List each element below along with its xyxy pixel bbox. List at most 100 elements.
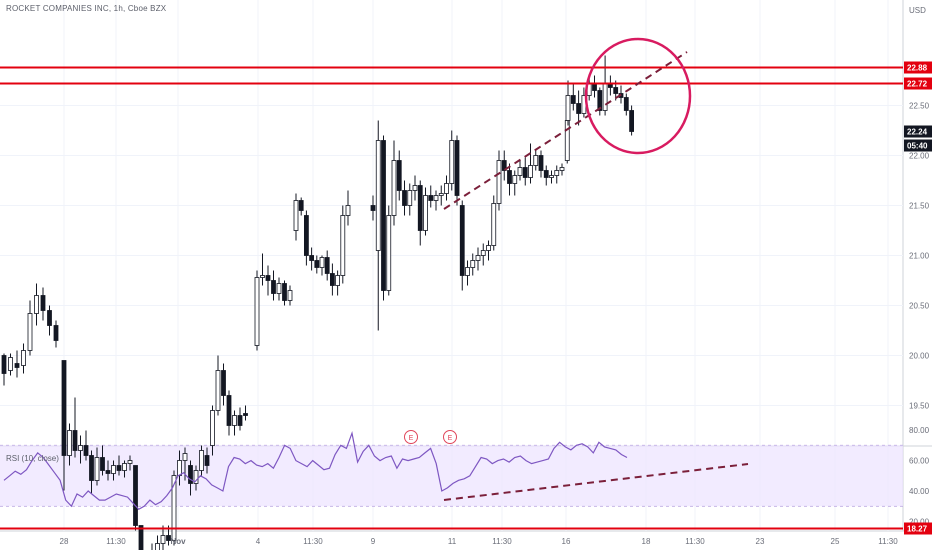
candle <box>105 460 111 481</box>
earnings-marker-circle <box>404 430 418 444</box>
earnings-marker: E <box>404 430 418 444</box>
candle <box>111 460 116 481</box>
candle-body-up <box>182 453 188 461</box>
candle <box>522 157 528 186</box>
candle <box>480 243 486 266</box>
price-tag-box <box>904 77 932 90</box>
candle-body-up <box>475 255 481 261</box>
candle-body-up <box>407 190 413 206</box>
candle-body-down <box>226 395 232 426</box>
candle-body-down <box>72 430 78 451</box>
candle-body-down <box>1 355 7 374</box>
candle-body-down <box>14 363 20 368</box>
candle-body-up <box>78 445 83 451</box>
candle <box>155 535 160 550</box>
rsi-pane <box>3 430 628 511</box>
candle-body-down <box>629 110 634 132</box>
price-tag-label: 05:40 <box>907 142 928 151</box>
annotations[interactable] <box>443 37 749 501</box>
candle-body-up <box>232 415 237 426</box>
price-tag: 18.27 <box>904 522 932 535</box>
candle <box>309 247 315 271</box>
candle <box>160 525 166 550</box>
candle-body-up <box>564 120 570 161</box>
candle-body-up <box>160 535 166 544</box>
time-tick-label: 11:30 <box>106 537 126 546</box>
candle <box>412 175 418 201</box>
candle-body-up <box>486 245 491 251</box>
candle-body-up <box>533 155 539 166</box>
candle <box>329 263 335 296</box>
candle-body-up <box>171 475 177 541</box>
price-tick-label: 19.50 <box>909 402 930 411</box>
candle-body-up <box>276 283 282 294</box>
candle <box>1 353 7 386</box>
candle <box>34 283 39 326</box>
candle-body-down <box>428 195 434 201</box>
candle-body-up <box>340 215 346 276</box>
rsi-tick-label: 80.00 <box>909 426 930 435</box>
candle-body-up <box>260 275 265 278</box>
candle-body-down <box>314 260 320 268</box>
price-tag: 22.24 <box>904 125 932 138</box>
horizontal-levels[interactable] <box>0 66 903 530</box>
candle-body-down <box>309 255 315 261</box>
candle <box>528 143 533 184</box>
candle-body-up <box>517 167 523 176</box>
candle-body-up <box>423 195 428 231</box>
candle <box>221 363 226 406</box>
price-tag: 22.72 <box>904 77 932 90</box>
candle-body-down <box>402 190 407 206</box>
price-tag-box <box>904 522 932 535</box>
price-tag-label: 22.24 <box>907 128 928 137</box>
candle-body-up <box>293 200 299 231</box>
axes: 21.00 20.50 20.00 19.50 22.50 22.00 21.50 USD 28… <box>60 6 930 546</box>
candle-body-up <box>602 83 608 111</box>
candle <box>210 405 215 456</box>
candle-body-down <box>303 215 309 256</box>
candle <box>340 205 346 284</box>
candle-body-up <box>559 167 565 171</box>
time-tick-label: 23 <box>756 537 765 546</box>
candle-body-down <box>576 103 581 114</box>
candle <box>417 180 423 246</box>
candle-body-up <box>193 470 199 484</box>
candle-body-down <box>282 283 287 301</box>
candle-body-up <box>345 205 351 216</box>
candle <box>470 253 476 276</box>
candle-body-up <box>155 543 160 550</box>
candle-body-down <box>613 87 619 94</box>
candle <box>237 407 243 431</box>
price-tag-label: 22.88 <box>907 64 928 73</box>
candle <box>407 183 413 216</box>
candle-body-down <box>396 160 402 191</box>
candle-body-down <box>507 170 512 184</box>
candle <box>83 430 89 461</box>
candle <box>554 165 560 184</box>
candle <box>133 465 138 531</box>
rsi-tick-label: 60.00 <box>909 457 930 466</box>
candle-body-up <box>565 95 571 121</box>
candle <box>629 105 634 136</box>
candle <box>265 265 271 296</box>
candle-body-up <box>287 290 293 301</box>
candle-body-down <box>538 155 544 171</box>
rsi-tick-label: 40.00 <box>909 487 930 496</box>
candle-body-down <box>47 310 52 326</box>
candle <box>449 130 455 191</box>
candle <box>475 247 481 271</box>
candle <box>215 355 221 416</box>
time-tick-label: 11:30 <box>685 537 705 546</box>
candle-body-up <box>512 175 518 184</box>
time-tick-label: 25 <box>831 537 840 546</box>
price-tag-label: 18.27 <box>907 525 928 534</box>
candle-body-down <box>100 457 105 471</box>
candle <box>559 163 565 176</box>
candle-body-down <box>597 90 603 111</box>
candle-body-down <box>204 455 210 466</box>
candle <box>282 280 287 306</box>
candle-body-down <box>522 167 528 178</box>
candle-body-down <box>543 170 549 178</box>
